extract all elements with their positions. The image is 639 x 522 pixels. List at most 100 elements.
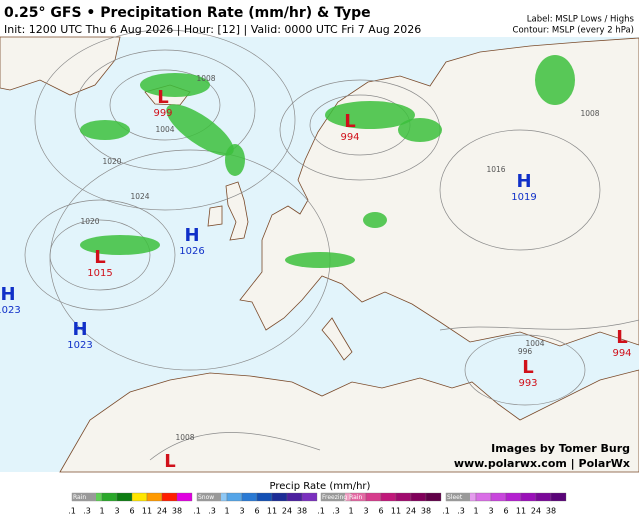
legend-tick: 38 (172, 507, 182, 516)
legend-swatch (425, 492, 442, 502)
legend-tick: 11 (142, 507, 152, 516)
pressure-symbol: L (522, 357, 533, 378)
legend-swatch (241, 492, 258, 502)
pressure-value: 994 (340, 132, 359, 143)
legend-swatch (116, 492, 133, 502)
legend-swatch (301, 492, 318, 502)
legend-group-name: Rain (73, 494, 86, 501)
legend-tick: 6 (129, 507, 134, 516)
contour-label: 996 (518, 347, 533, 356)
legend-tick: 38 (421, 507, 431, 516)
overlay: 0.25° GFS • Precipitation Rate (mm/hr) &… (4, 5, 635, 492)
pressure-value: 1019 (511, 192, 536, 203)
legend-tick: 6 (503, 507, 508, 516)
legend-tick: .3 (457, 507, 465, 516)
legend-swatch (550, 492, 567, 502)
legend-swatch (286, 492, 303, 502)
legend-tick: 24 (282, 507, 292, 516)
legend-swatch (410, 492, 427, 502)
pressure-symbol: H (516, 171, 531, 192)
precipitation (80, 55, 575, 268)
contour-note: Contour: MSLP (every 2 hPa) (513, 26, 634, 36)
pressure-symbol: L (94, 247, 105, 268)
contour-label: 1016 (486, 165, 505, 174)
legend-swatch (395, 492, 412, 502)
contour-label: 1004 (155, 125, 174, 134)
legend-swatch (131, 492, 148, 502)
contour-label: 1004 (525, 339, 544, 348)
legend-swatch (161, 492, 178, 502)
pressure-value: 994 (612, 348, 631, 359)
legend-tick: .3 (332, 507, 340, 516)
legend-group-name: Freezing Rain (322, 494, 362, 501)
pressure-value: 1026 (179, 246, 204, 257)
legend-tick: .1 (317, 507, 325, 516)
legend-tick: 1 (99, 507, 104, 516)
legend-tick: .1 (442, 507, 450, 516)
title: 0.25° GFS • Precipitation Rate (mm/hr) &… (4, 5, 371, 21)
pressure-symbol: H (72, 319, 87, 340)
legend-group-name: Sleet (447, 494, 463, 501)
legend-tick: 1 (348, 507, 353, 516)
credit: www.polarwx.com | PolarWx (454, 457, 630, 470)
pressure-value: 1023 (0, 305, 21, 316)
legend-tick: 1 (473, 507, 478, 516)
pressure-symbol: L (164, 451, 175, 472)
legend-swatch (505, 492, 522, 502)
legend-tick: 11 (516, 507, 526, 516)
pressure-symbol: H (0, 284, 15, 305)
pressure-symbol: H (184, 225, 199, 246)
legend-swatch (271, 492, 288, 502)
legend-swatch (475, 492, 492, 502)
label-note: Label: MSLP Lows / Highs (527, 15, 635, 25)
legend-label-bg (72, 493, 96, 501)
legend-label-bg (197, 493, 221, 501)
pressure-value: 1023 (67, 340, 92, 351)
legend-label-bg (321, 493, 345, 501)
contour-label: 1008 (196, 74, 215, 83)
legend-swatch (520, 492, 537, 502)
legend-tick: .1 (68, 507, 76, 516)
legend-group-name: Snow (198, 494, 214, 501)
legend-tick: 3 (488, 507, 493, 516)
legend-tick: 38 (546, 507, 556, 516)
contour-label: 1020 (102, 157, 121, 166)
legend-tick: 6 (378, 507, 383, 516)
legend-swatch (535, 492, 552, 502)
isobars (24, 29, 639, 461)
legend-tick: 6 (254, 507, 259, 516)
legend-tick: .3 (83, 507, 91, 516)
pressure-value: 999 (153, 108, 172, 119)
legend-label-bg (446, 493, 470, 501)
subtitle: Init: 1200 UTC Thu 6 Aug 2026 | Hour: [1… (4, 23, 421, 36)
legend-swatch (176, 492, 193, 502)
legend-swatch (380, 492, 397, 502)
pressure-value: 993 (518, 378, 537, 389)
legend-swatch (256, 492, 273, 502)
pressure-symbol: L (344, 111, 355, 132)
legend-title: Precip Rate (mm/hr) (270, 481, 371, 492)
legend-tick: 3 (363, 507, 368, 516)
contour-label: 1008 (175, 433, 194, 442)
pressure-symbol: L (616, 327, 627, 348)
contour-label: 1008 (580, 109, 599, 118)
legend-tick: 38 (297, 507, 307, 516)
legend-swatch (365, 492, 382, 502)
pressure-value: 1015 (87, 268, 112, 279)
legend-tick: 24 (157, 507, 167, 516)
credit: Images by Tomer Burg (491, 442, 630, 455)
legend-tick: 3 (239, 507, 244, 516)
legend-tick: 3 (114, 507, 119, 516)
legend-swatch (146, 492, 163, 502)
legend-tick: .1 (193, 507, 201, 516)
legend-tick: 24 (531, 507, 541, 516)
legend-swatch (101, 492, 118, 502)
legend-tick: 24 (406, 507, 416, 516)
legend-tick: .3 (208, 507, 216, 516)
pressure-symbol: L (157, 87, 168, 108)
legend-swatch (226, 492, 243, 502)
contour-label: 1020 (80, 217, 99, 226)
legend-tick: 11 (391, 507, 401, 516)
legend-tick: 1 (224, 507, 229, 516)
